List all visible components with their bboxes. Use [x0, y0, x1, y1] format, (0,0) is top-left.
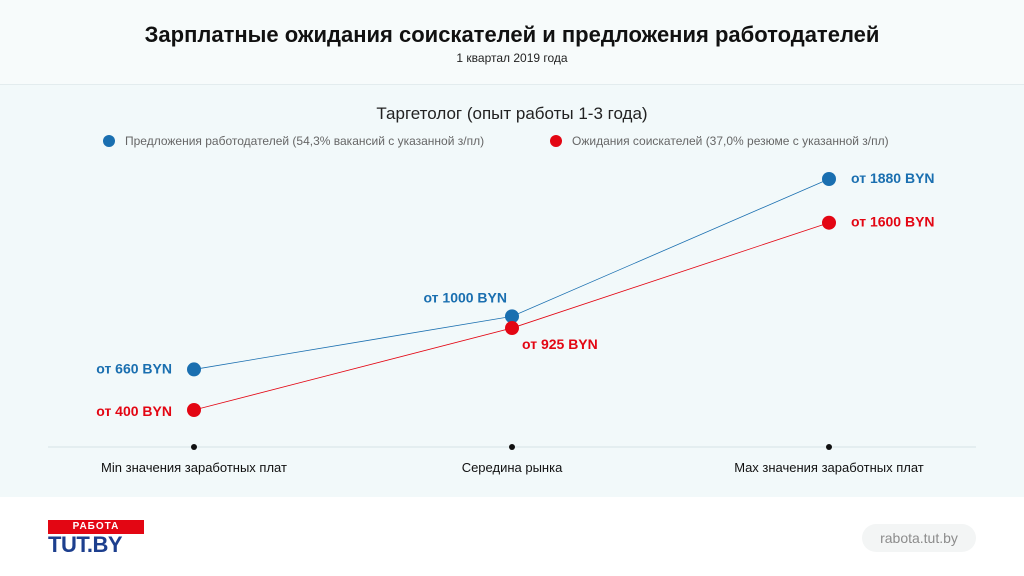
data-point: [187, 403, 201, 417]
x-tick-dot: [191, 444, 197, 450]
x-tick-label: Max значения заработных плат: [734, 460, 924, 475]
page-title: Зарплатные ожидания соискателей и предло…: [144, 22, 880, 47]
legend-item-employers: Предложения работодателей (54,3% ваканси…: [103, 133, 484, 149]
data-label: от 1600 BYN: [851, 214, 935, 230]
chart-area: [0, 85, 1024, 497]
legend-label-employers: Предложения работодателей (54,3% ваканси…: [125, 134, 485, 148]
chart-title: Таргетолог (опыт работы 1-3 года): [376, 104, 648, 123]
header: Зарплатные ожидания соискателей и предло…: [0, 0, 1024, 85]
data-point: [187, 362, 201, 377]
data-label: от 925 BYN: [522, 336, 598, 352]
logo-top: РАБОТА: [48, 520, 144, 534]
legend-item-applicants: Ожидания соискателей (37,0% резюме с ука…: [550, 133, 889, 149]
data-point: [505, 321, 519, 336]
legend-dot-red: [550, 135, 562, 147]
data-point: [822, 215, 836, 230]
data-label: от 1880 BYN: [851, 170, 935, 186]
page-subtitle: 1 квартал 2019 года: [456, 51, 568, 65]
data-label: от 400 BYN: [96, 403, 172, 419]
site-link[interactable]: rabota.tut.by: [862, 524, 976, 552]
logo-bottom: TUT.BY: [48, 532, 123, 557]
data-label: от 660 BYN: [96, 360, 172, 376]
x-tick-label: Min значения заработных плат: [101, 460, 287, 475]
x-tick-label: Середина рынка: [462, 460, 563, 475]
x-tick-dot: [826, 444, 832, 450]
x-tick-dot: [509, 444, 515, 450]
logo: РАБОТА TUT.BY: [48, 520, 146, 557]
legend-dot-blue: [103, 135, 115, 147]
data-point: [505, 309, 519, 324]
data-label: от 1000 BYN: [423, 289, 507, 305]
data-point: [822, 172, 836, 186]
series-line: [193, 178, 830, 370]
legend-label-applicants: Ожидания соискателей (37,0% резюме с ука…: [572, 134, 889, 148]
